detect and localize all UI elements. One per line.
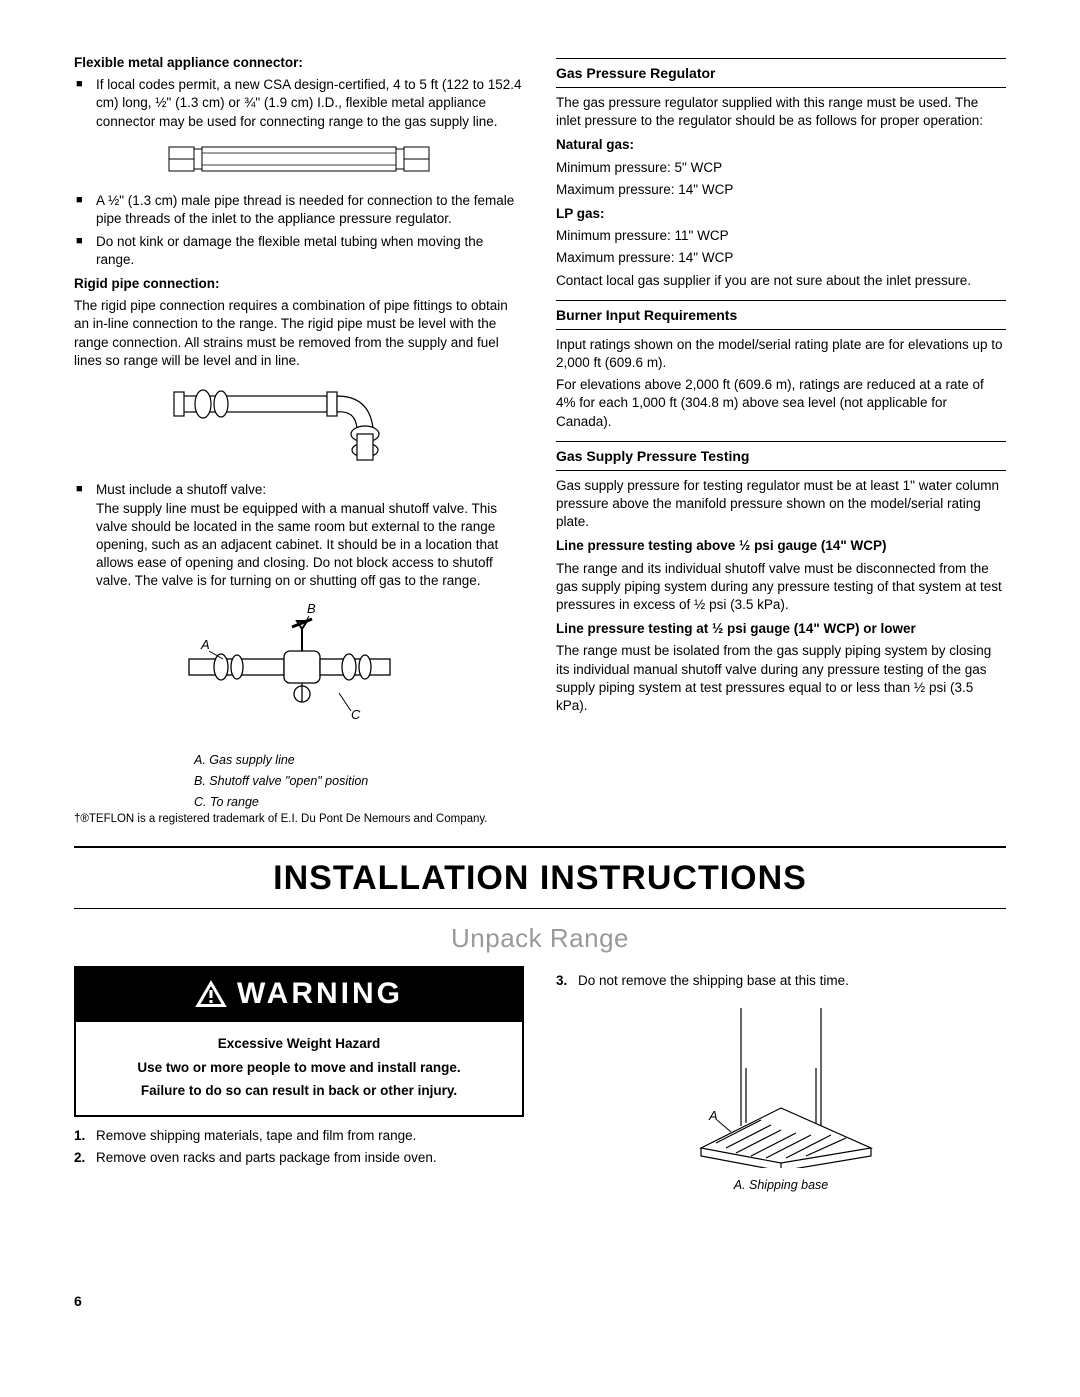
lpt2-p: The range must be isolated from the gas … [556,642,1006,715]
step-item: Remove shipping materials, tape and film… [74,1127,524,1145]
shipping-base-caption: A. Shipping base [556,1177,1006,1194]
heading-burner-input: Burner Input Requirements [556,300,1006,330]
lp-min: Minimum pressure: 11" WCP [556,227,1006,245]
warning-header: WARNING [76,968,522,1023]
step-item: Remove oven racks and parts package from… [74,1149,524,1167]
unpack-subtitle: Unpack Range [74,921,1006,956]
steps-left: Remove shipping materials, tape and film… [74,1127,524,1167]
rigid-pipe-svg [169,378,429,468]
shutoff-caption: A. Gas supply line B. Shutoff valve "ope… [194,752,524,811]
caption-c: C. To range [194,794,524,811]
top-columns: Flexible metal appliance connector: If l… [74,48,1006,832]
installation-title: INSTALLATION INSTRUCTIONS [74,856,1006,902]
svg-text:A: A [200,637,210,652]
bir-p1: Input ratings shown on the model/serial … [556,336,1006,372]
warn-line-1: Excessive Weight Hazard [90,1035,508,1053]
left-column: Flexible metal appliance connector: If l… [74,48,524,832]
heading-lpt-below: Line pressure testing at ½ psi gauge (14… [556,620,1006,638]
caption-b: B. Shutoff valve "open" position [194,773,524,790]
gpr-paragraph: The gas pressure regulator supplied with… [556,94,1006,130]
caption-a: A. Gas supply line [194,752,524,769]
warn-line-3: Failure to do so can result in back or o… [90,1082,508,1100]
list-item: Must include a shutoff valve: The supply… [74,481,524,590]
shutoff-valve-svg: B A C [179,599,419,739]
shutoff-list: Must include a shutoff valve: The supply… [74,481,524,590]
install-left: WARNING Excessive Weight Hazard Use two … [74,966,524,1202]
heading-lp-gas: LP gas: [556,205,1006,223]
svg-text:C: C [351,707,361,722]
warn-line-2: Use two or more people to move and insta… [90,1059,508,1077]
warning-icon [195,980,227,1008]
lp-max: Maximum pressure: 14" WCP [556,249,1006,267]
flex-connector-svg [164,139,434,179]
lpt1-p: The range and its individual shutoff val… [556,560,1006,615]
warning-body: Excessive Weight Hazard Use two or more … [76,1022,522,1115]
figure-shipping-base: A A. Shipping base [556,998,1006,1194]
heading-lpt-above: Line pressure testing above ½ psi gauge … [556,537,1006,555]
nat-min: Minimum pressure: 5" WCP [556,159,1006,177]
list-item: A ½" (1.3 cm) male pipe thread is needed… [74,192,524,228]
shutoff-paragraph: The supply line must be equipped with a … [96,501,498,589]
figure-shutoff-valve: B A C [74,599,524,744]
shutoff-lead: Must include a shutoff valve: [96,482,266,497]
rigid-paragraph: The rigid pipe connection requires a com… [74,297,524,370]
warning-box: WARNING Excessive Weight Hazard Use two … [74,966,524,1117]
shipping-base-svg: A [671,998,891,1168]
list-item: If local codes permit, a new CSA design-… [74,76,524,131]
teflon-footnote: †®TEFLON is a registered trademark of E.… [74,812,524,828]
contact-supplier: Contact local gas supplier if you are no… [556,272,1006,290]
svg-text:A: A [708,1108,718,1123]
svg-text:B: B [307,601,316,616]
bir-p2: For elevations above 2,000 ft (609.6 m),… [556,376,1006,431]
divider [74,846,1006,848]
flex-list-2: A ½" (1.3 cm) male pipe thread is needed… [74,192,524,269]
page-number: 6 [74,1292,1006,1311]
right-column: Gas Pressure Regulator The gas pressure … [556,48,1006,832]
install-columns: WARNING Excessive Weight Hazard Use two … [74,966,1006,1202]
step-item: Do not remove the shipping base at this … [556,972,1006,990]
warning-label: WARNING [237,974,403,1015]
list-item: Do not kink or damage the flexible metal… [74,233,524,269]
divider [74,908,1006,909]
heading-gas-supply-testing: Gas Supply Pressure Testing [556,441,1006,471]
heading-rigid: Rigid pipe connection: [74,275,524,293]
install-right: Do not remove the shipping base at this … [556,966,1006,1202]
flex-list: If local codes permit, a new CSA design-… [74,76,524,131]
figure-flex-connector [74,139,524,184]
heading-natural-gas: Natural gas: [556,136,1006,154]
heading-flex-connector: Flexible metal appliance connector: [74,54,524,72]
steps-right: Do not remove the shipping base at this … [556,972,1006,990]
gspt-p: Gas supply pressure for testing regulato… [556,477,1006,532]
nat-max: Maximum pressure: 14" WCP [556,181,1006,199]
figure-rigid-pipe [74,378,524,473]
heading-gas-pressure-regulator: Gas Pressure Regulator [556,58,1006,88]
